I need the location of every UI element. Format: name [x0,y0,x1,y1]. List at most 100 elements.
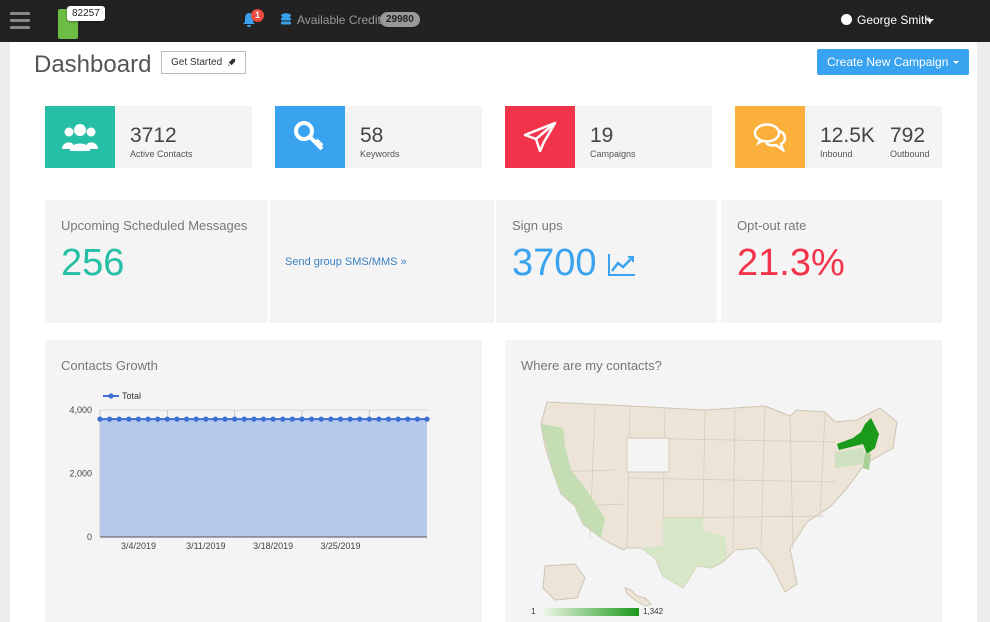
menu-toggle-icon[interactable] [10,12,30,30]
data-point [193,416,199,422]
stat-value-secondary: 792 [890,124,926,147]
data-point [318,416,324,422]
data-point [280,416,286,422]
user-menu[interactable]: George Smith [857,13,932,27]
data-point [174,416,180,422]
data-point [97,416,103,422]
data-point [308,416,315,422]
create-campaign-button[interactable]: Create New Campaign [817,49,970,75]
stat-label-secondary: Outbound [890,149,930,159]
data-point [270,416,276,422]
data-point [164,416,170,422]
credits-badge: 29980 [380,12,420,27]
x-tick-label: 3/11/2019 [186,541,225,551]
data-point [395,416,401,422]
data-point [357,416,363,422]
data-point [289,416,295,422]
dashboard-content: Dashboard Get Started Create New Campaig… [10,42,977,622]
panel-title: Where are my contacts? [521,358,662,373]
data-point [299,416,305,422]
panel-title: Contacts Growth [61,358,158,373]
data-point [424,416,430,422]
wyoming-state [626,437,670,473]
create-campaign-label: Create New Campaign [827,55,949,69]
scheduled-count: 256 [61,242,125,284]
data-point [260,416,267,422]
x-tick-label: 3/25/2019 [320,541,360,551]
data-point [145,416,151,422]
legend-marker [108,393,114,399]
key-icon [275,106,345,168]
data-point [251,416,257,422]
user-lock-icon [841,14,852,25]
panel-title: Sign ups [512,218,563,233]
data-point [337,416,344,422]
send-group-link[interactable]: Send group SMS/MMS » [285,256,407,268]
caret-down-icon[interactable] [926,19,934,23]
data-point [414,416,420,422]
caret-down-icon [953,60,960,64]
signups-panel: Sign ups 3700 [496,200,717,323]
legend-gradient [543,608,639,616]
data-point [376,416,382,422]
contacts-growth-panel: Contacts Growth 4,000 2,000 0 3/4/2019 3/11/… [45,340,482,622]
rocket-icon [228,58,236,67]
stat-card-contacts[interactable]: 3712 Active Contacts [45,106,252,168]
legend-min: 1 [531,607,536,616]
y-tick-label: 2,000 [69,469,92,479]
users-icon [45,106,115,168]
data-point [347,416,353,422]
series-area [100,419,427,537]
scheduled-messages-panel: Upcoming Scheduled Messages 256 [45,200,268,323]
stat-value: 19 [590,124,614,147]
paper-plane-icon [505,106,575,168]
stat-card-messages[interactable]: 12.5K Inbound 792 Outbound [735,106,942,168]
data-point [366,416,372,422]
stat-label: Campaigns [590,149,636,159]
signups-count: 3700 [512,242,597,284]
contacts-map-panel: Where are my contacts? 1 1,342 [505,340,942,622]
data-point [135,416,142,422]
database-icon [281,13,291,25]
data-point [241,416,247,422]
data-point [385,416,392,422]
optout-panel: Opt-out rate 21.3% [721,200,942,323]
data-point [328,416,334,422]
data-point [116,416,122,422]
texas-state [641,518,727,588]
stat-card-campaigns[interactable]: 19 Campaigns [505,106,712,168]
y-tick-label: 4,000 [69,405,92,415]
get-started-button[interactable]: Get Started [161,51,247,74]
alaska-state [542,563,586,601]
data-point [183,416,190,422]
stat-card-keywords[interactable]: 58 Keywords [275,106,482,168]
data-point [126,416,132,422]
page-title: Dashboard [34,51,152,78]
stat-label: Active Contacts [130,149,193,159]
us-map[interactable] [535,398,905,608]
stat-value: 58 [360,124,384,147]
get-started-label: Get Started [171,57,223,68]
legend-max: 1,342 [643,607,664,616]
pennsylvania-state [835,448,865,468]
new-jersey-state [863,452,871,470]
x-tick-label: 3/18/2019 [253,541,293,551]
logo-badge: 82257 [67,6,105,21]
stat-label: Keywords [360,149,400,159]
data-point [405,416,411,422]
data-point [203,416,209,422]
data-point [107,416,113,422]
data-point [155,416,161,422]
x-tick-label: 3/4/2019 [121,541,156,551]
credits-label: Available Credits [297,13,387,27]
optout-rate: 21.3% [737,242,845,284]
stat-value: 3712 [130,124,177,147]
data-point [212,416,219,422]
stat-label: Inbound [820,149,853,159]
notification-count-badge: 1 [251,9,264,22]
data-point [222,416,228,422]
comments-icon [735,106,805,168]
top-navbar: 82257 1 Available Credits 29980 George S… [0,0,990,42]
california-state [541,424,605,538]
stat-value: 12.5K [820,124,875,147]
